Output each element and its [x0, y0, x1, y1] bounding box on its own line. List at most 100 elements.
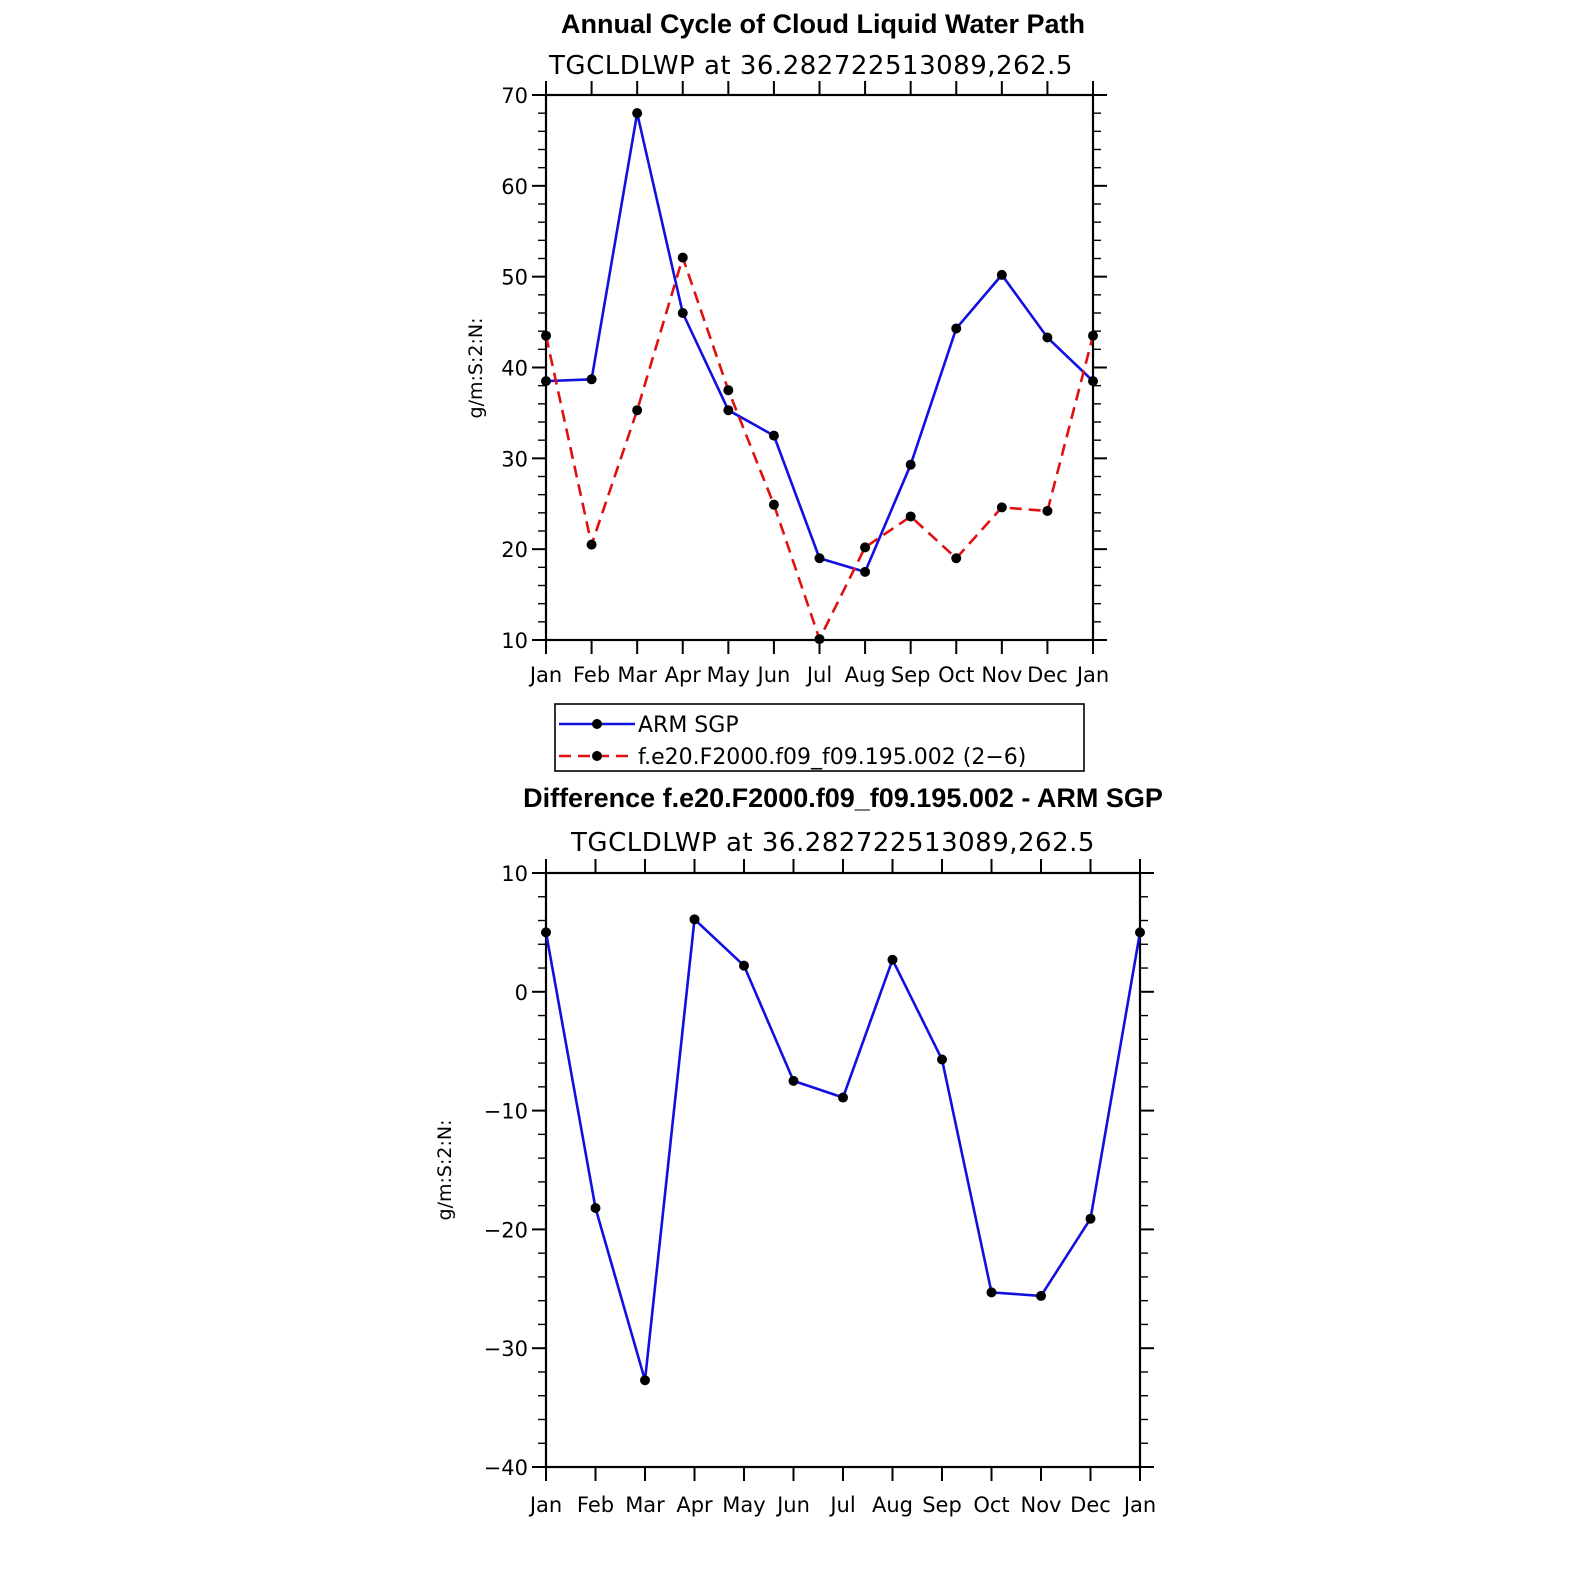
data-point-series-1 [951, 553, 962, 564]
y-axis-label: g/m:S:2:N: [465, 318, 487, 419]
series-line-0 [544, 918, 1142, 1382]
legend-marker-arm-sgp [592, 719, 602, 729]
x-tick-label: Mar [617, 663, 657, 687]
x-tick-label: May [707, 663, 750, 687]
y-tick-label: 50 [501, 266, 528, 290]
data-point-series-0 [677, 308, 688, 318]
y-tick-label: −10 [484, 1100, 528, 1124]
y-tick-label: −30 [484, 1337, 528, 1361]
y-tick-label: 70 [501, 84, 528, 108]
data-point-series-0 [996, 269, 1007, 280]
x-tick-label: Jul [828, 1493, 855, 1517]
series-group [541, 914, 1145, 1386]
legend-label-arm-sgp: ARM SGP [638, 713, 739, 738]
series-line-1 [544, 256, 1095, 641]
data-point-series-0 [1036, 1290, 1046, 1301]
data-point-series-0 [586, 374, 597, 385]
data-point-series-1 [541, 330, 551, 341]
x-tick-labels: Jan Feb Mar Apr May Jun Jul Aug Sep Oct Nov Dec Jan [528, 663, 1109, 687]
plot-frame [544, 871, 1142, 1469]
x-tick-label: Dec [1070, 1493, 1111, 1517]
data-point-series-1 [723, 385, 734, 396]
data-point-series-1 [905, 511, 916, 522]
y-tick-label: −40 [484, 1456, 528, 1480]
data-point-series-0 [1088, 376, 1098, 387]
legend: ARM SGP f.e20.F2000.f09_f09.195.002 (2−6… [554, 703, 1085, 772]
difference-chart: Difference f.e20.F2000.f09_f09.195.002 -… [434, 783, 1163, 1517]
data-point-series-1 [996, 502, 1007, 513]
x-tick-label: Apr [676, 1493, 713, 1517]
data-point-series-0 [788, 1075, 799, 1086]
x-tick-label: Oct [938, 663, 974, 687]
y-tick-labels: −40 −30 −20 −10 0 10 [484, 862, 528, 1480]
x-tick-label: Oct [973, 1493, 1009, 1517]
data-point-series-0 [723, 405, 734, 416]
data-point-series-0 [739, 960, 749, 971]
data-point-series-0 [887, 954, 898, 965]
data-point-series-0 [541, 927, 551, 938]
data-point-series-0 [590, 1203, 601, 1214]
chart-title: Annual Cycle of Cloud Liquid Water Path [561, 9, 1085, 39]
x-tick-label: Apr [665, 663, 702, 687]
data-point-series-0 [632, 108, 643, 119]
axes [532, 859, 1154, 1481]
data-point-series-1 [768, 499, 779, 510]
data-point-series-1 [814, 634, 825, 645]
y-tick-label: −20 [484, 1218, 528, 1242]
y-tick-label: 0 [515, 981, 528, 1005]
y-tick-label: 10 [501, 629, 528, 653]
x-tick-labels: Jan Feb Mar Apr May Jun Jul Aug Sep Oct Nov Dec Jan [528, 1493, 1156, 1517]
chart-subtitle: TGCLDLWP at 36.282722513089,262.5 [570, 828, 1095, 858]
x-tick-label: Jun [756, 663, 791, 687]
data-point-series-0 [814, 553, 825, 564]
y-tick-label: 10 [501, 862, 528, 886]
x-tick-label: Sep [891, 663, 931, 687]
data-point-series-0 [768, 430, 779, 441]
data-point-series-1 [1042, 506, 1053, 517]
x-tick-label: Jul [805, 663, 832, 687]
legend-label-model: f.e20.F2000.f09_f09.195.002 (2−6) [638, 745, 1026, 770]
data-point-series-0 [860, 566, 871, 577]
data-point-series-1 [586, 539, 597, 550]
annual-cycle-chart: Annual Cycle of Cloud Liquid Water Path … [465, 9, 1109, 687]
data-point-series-0 [689, 914, 700, 925]
series-group [541, 108, 1098, 645]
x-tick-label: Sep [922, 1493, 962, 1517]
data-point-series-1 [1088, 330, 1098, 341]
y-axis-label: g/m:S:2:N: [434, 1120, 456, 1221]
data-point-series-0 [905, 459, 916, 470]
x-tick-label: Jan [528, 663, 562, 687]
x-tick-label: Aug [845, 663, 886, 687]
data-point-series-0 [1085, 1213, 1096, 1224]
y-tick-label: 60 [501, 175, 528, 199]
x-tick-label: Aug [872, 1493, 913, 1517]
x-tick-label: Jan [528, 1493, 562, 1517]
x-tick-label: Mar [625, 1493, 665, 1517]
data-point-series-0 [1042, 332, 1053, 343]
axes [532, 81, 1107, 654]
x-tick-label: Nov [1021, 1493, 1062, 1517]
x-tick-label: Jan [1122, 1493, 1156, 1517]
data-point-series-0 [838, 1092, 848, 1103]
data-point-series-0 [986, 1287, 997, 1298]
data-point-series-1 [860, 542, 871, 553]
series-line-0 [545, 111, 1094, 574]
data-point-series-1 [677, 252, 688, 263]
data-point-series-0 [951, 323, 962, 334]
x-tick-label: Feb [577, 1493, 614, 1517]
y-tick-label: 40 [501, 357, 528, 381]
x-tick-label: Feb [573, 663, 610, 687]
y-tick-label: 30 [501, 447, 528, 471]
x-tick-label: Jun [775, 1493, 810, 1517]
legend-marker-model [592, 751, 602, 761]
x-tick-label: May [722, 1493, 765, 1517]
data-point-series-0 [937, 1054, 947, 1065]
data-point-series-1 [632, 405, 643, 416]
y-tick-labels: 10 20 30 40 50 60 70 [501, 84, 528, 653]
data-point-series-0 [541, 376, 551, 387]
data-point-series-0 [1135, 927, 1145, 938]
y-tick-label: 20 [501, 538, 528, 562]
data-point-series-0 [640, 1375, 650, 1386]
chart-title: Difference f.e20.F2000.f09_f09.195.002 -… [523, 783, 1163, 813]
chart-subtitle: TGCLDLWP at 36.282722513089,262.5 [548, 51, 1073, 81]
